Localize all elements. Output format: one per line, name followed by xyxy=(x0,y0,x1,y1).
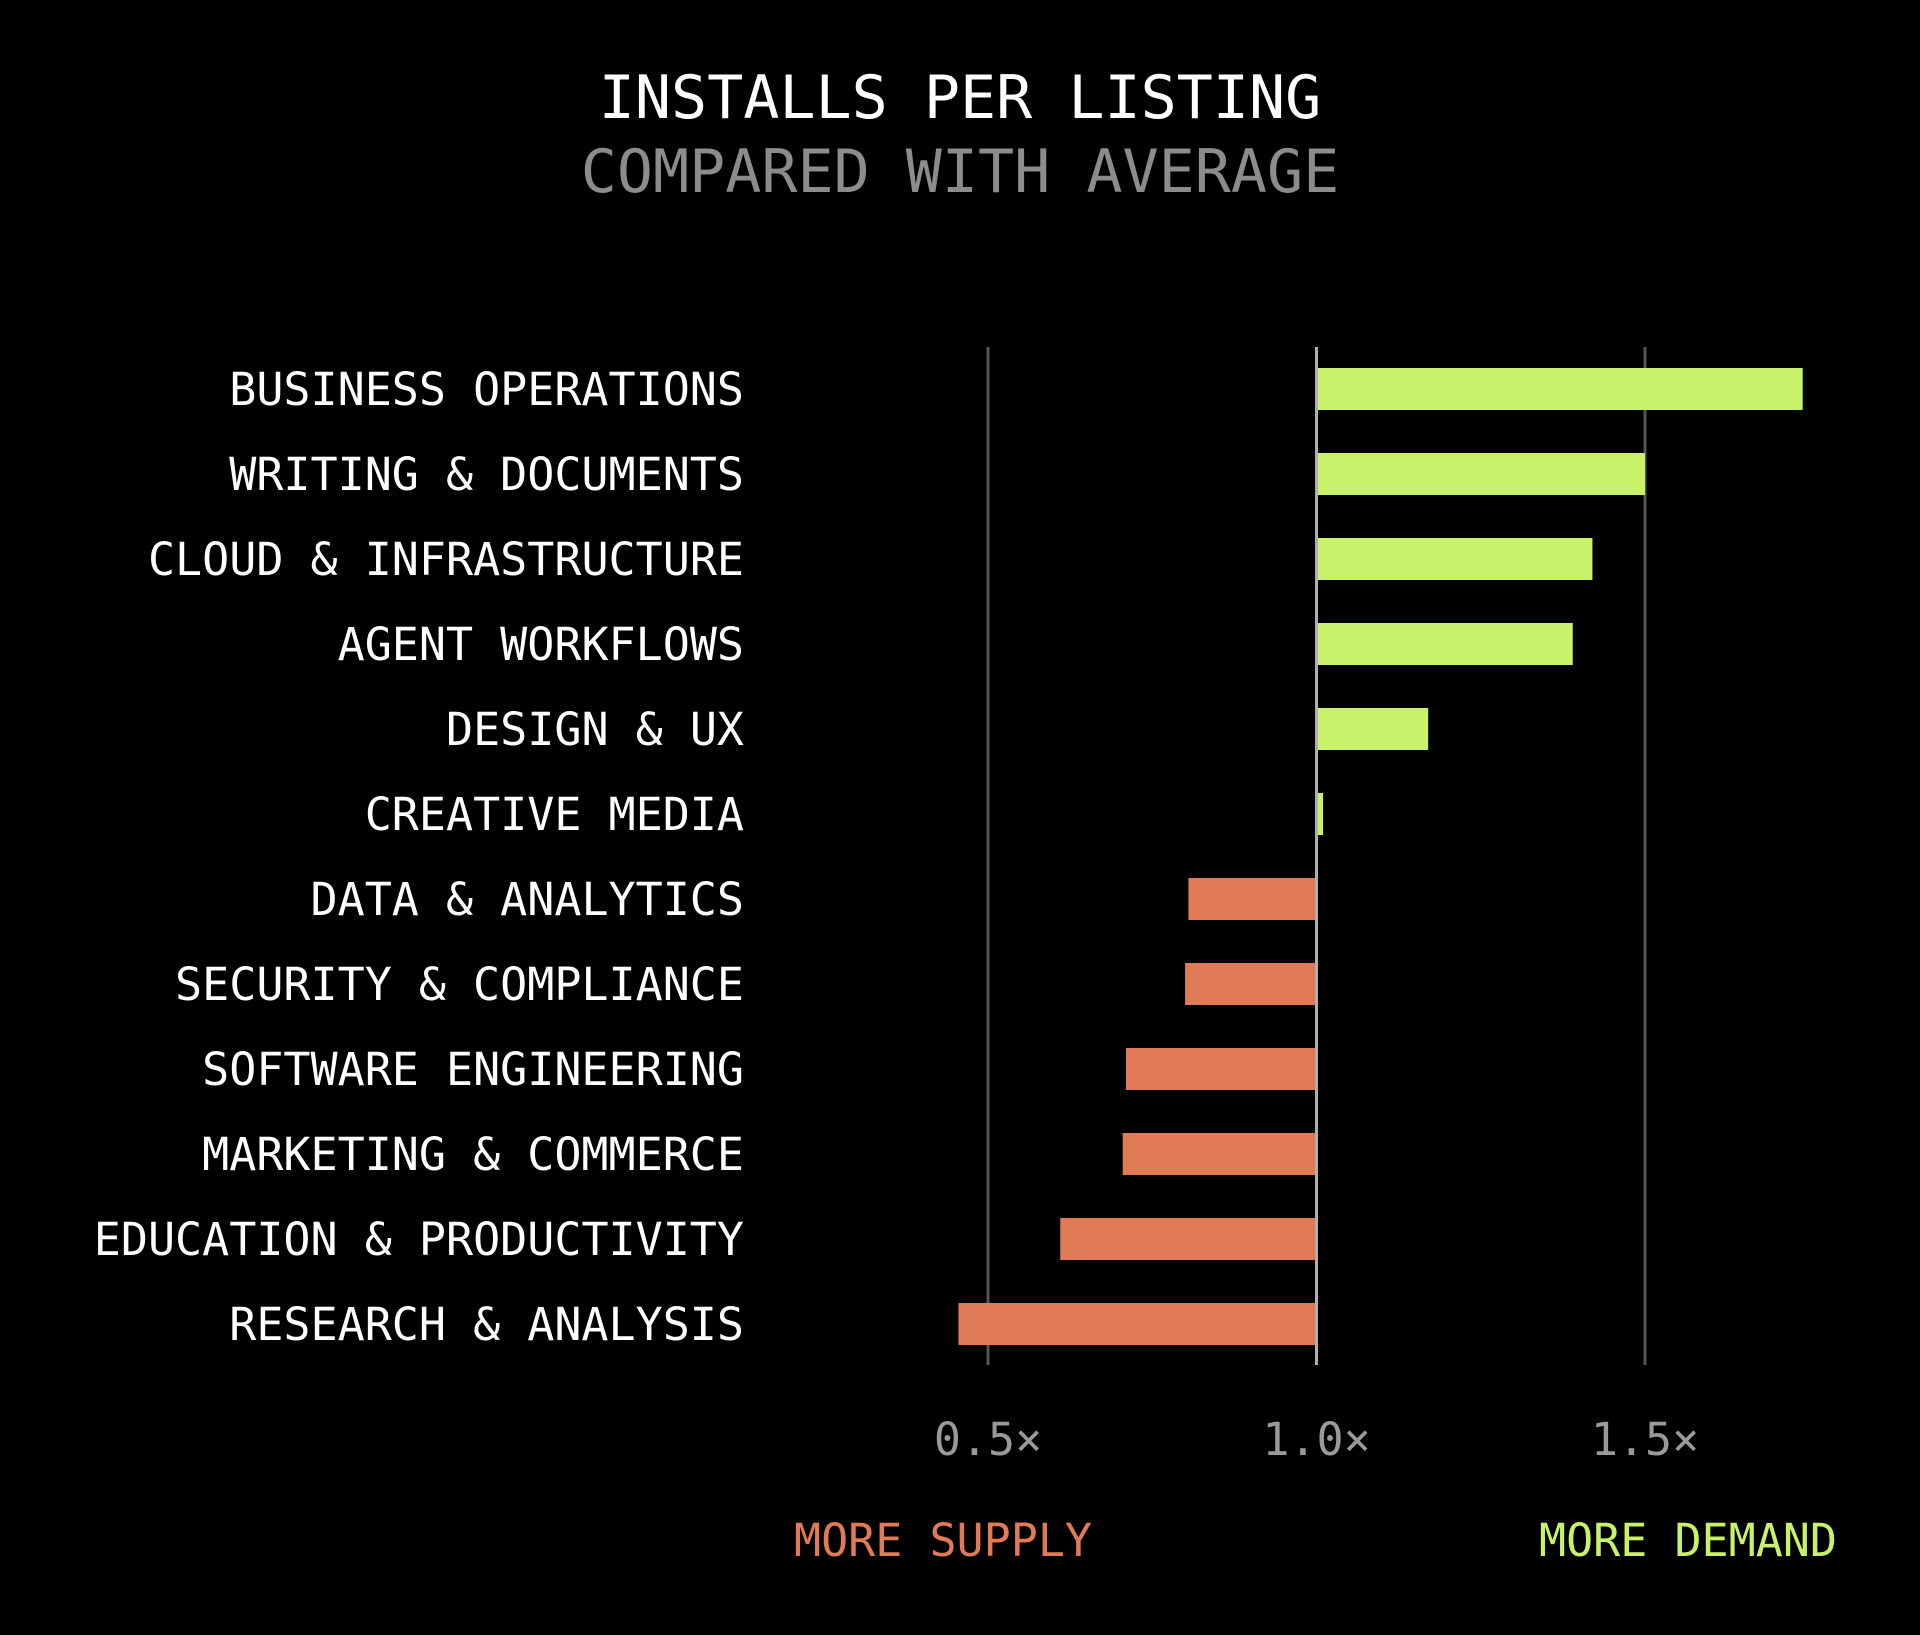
category-label-10: EDUCATION & PRODUCTIVITY xyxy=(94,1213,744,1266)
category-label-8: SOFTWARE ENGINEERING xyxy=(202,1043,744,1096)
category-label-1: WRITING & DOCUMENTS xyxy=(229,448,744,501)
gridlines xyxy=(986,347,1647,1365)
bar-3 xyxy=(1316,623,1573,665)
category-label-5: CREATIVE MEDIA xyxy=(365,788,744,841)
bar-1 xyxy=(1316,453,1645,495)
bar-8 xyxy=(1125,1048,1317,1090)
category-label-2: CLOUD & INFRASTRUCTURE xyxy=(148,533,744,586)
category-label-11: RESEARCH & ANALYSIS xyxy=(229,1298,744,1351)
x-tick-label-1: 1.0× xyxy=(1262,1413,1370,1466)
x-tick-labels: 0.5× 1.0× 1.5× xyxy=(934,1413,1699,1466)
more-supply-label: MORE SUPPLY xyxy=(794,1514,1092,1567)
bar-5 xyxy=(1316,793,1324,835)
chart-subtitle: COMPARED WITH AVERAGE xyxy=(581,137,1340,207)
bar-11 xyxy=(958,1303,1317,1345)
bars xyxy=(958,368,1803,1345)
category-labels: BUSINESS OPERATIONS WRITING & DOCUMENTS CL… xyxy=(94,363,744,1351)
category-label-6: DATA & ANALYTICS xyxy=(311,873,744,926)
more-demand-label: MORE DEMAND xyxy=(1539,1514,1837,1567)
x-tick-label-2: 1.5× xyxy=(1591,1413,1699,1466)
bar-0 xyxy=(1316,368,1803,410)
bar-10 xyxy=(1060,1218,1317,1260)
category-label-9: MARKETING & COMMERCE xyxy=(202,1128,744,1181)
bar-7 xyxy=(1185,963,1317,1005)
bar-4 xyxy=(1316,708,1429,750)
category-label-4: DESIGN & UX xyxy=(446,703,744,756)
category-label-7: SECURITY & COMPLIANCE xyxy=(175,958,744,1011)
chart-title: INSTALLS PER LISTING xyxy=(599,63,1321,133)
bar-2 xyxy=(1316,538,1593,580)
bar-6 xyxy=(1188,878,1317,920)
category-label-3: AGENT WORKFLOWS xyxy=(338,618,744,671)
bar-9 xyxy=(1122,1133,1317,1175)
x-tick-label-0: 0.5× xyxy=(934,1413,1042,1466)
category-label-0: BUSINESS OPERATIONS xyxy=(229,363,744,416)
